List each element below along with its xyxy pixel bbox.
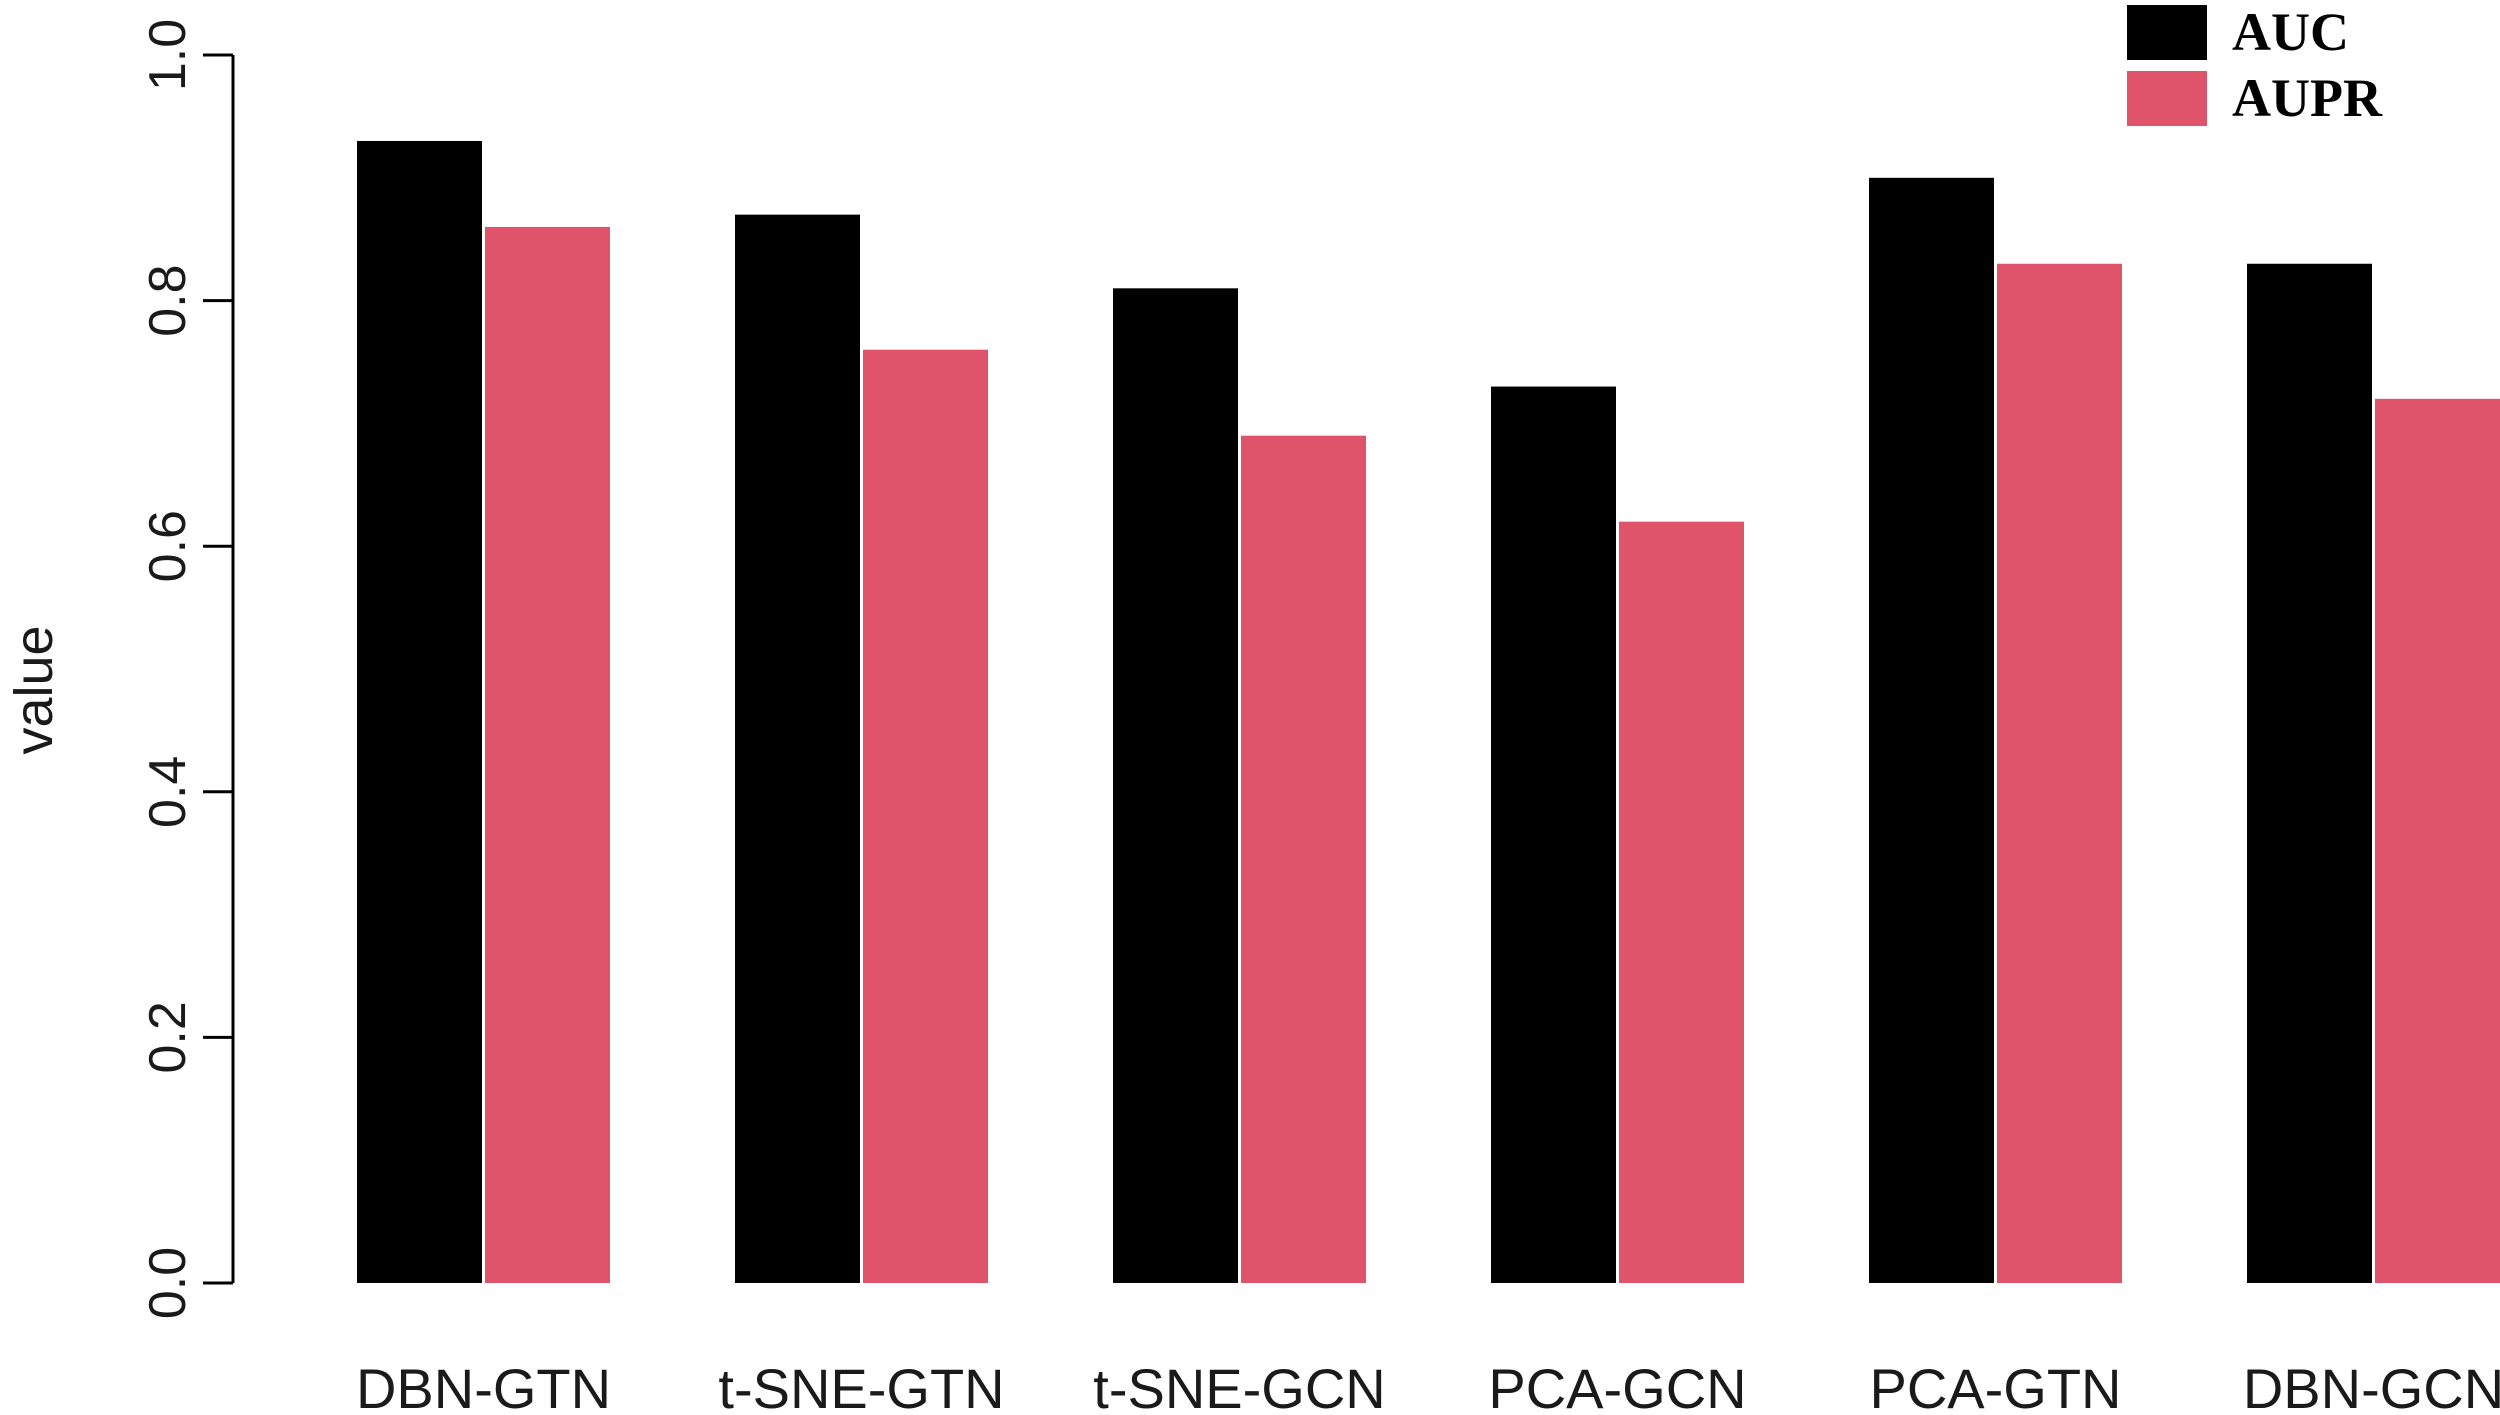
bar-auc-dbn-gcn <box>2247 263 2372 1283</box>
bar-aupr-t-sne-gcn <box>1241 435 1366 1283</box>
legend-swatch-auc <box>2127 5 2207 60</box>
y-tick-label: 0.0 <box>139 1247 197 1319</box>
legend-swatch-aupr <box>2127 71 2207 126</box>
y-tick-label: 0.6 <box>139 510 197 582</box>
x-category-label: t-SNE-GTN <box>718 1357 1004 1415</box>
y-tick-label: 1.0 <box>139 19 197 91</box>
x-axis-labels: DBN-GTN t-SNE-GTN t-SNE-GCN PCA-GCN PCA-GTN D… <box>356 1357 2500 1415</box>
bar-auc-pca-gtn <box>1869 177 1994 1283</box>
bar-auc-dbn-gtn <box>357 140 482 1284</box>
x-category-label: DBN-GTN <box>356 1357 611 1415</box>
x-category-label: DBN-GCN <box>2243 1357 2500 1415</box>
bar-aupr-pca-gtn <box>1997 263 2122 1283</box>
legend-label-aupr: AUPR <box>2232 68 2383 128</box>
y-axis: 0.0 0.2 0.4 0.6 0.8 1.0 <box>139 19 235 1319</box>
bars <box>357 140 2500 1284</box>
legend-label-auc: AUC <box>2232 2 2349 62</box>
bar-auc-pca-gcn <box>1491 386 1616 1283</box>
bar-aupr-dbn-gtn <box>485 226 610 1283</box>
y-tick-label: 0.8 <box>139 264 197 336</box>
y-tick-label: 0.4 <box>139 756 197 828</box>
y-tick-label: 0.2 <box>139 1001 197 1073</box>
bar-aupr-t-sne-gtn <box>863 349 988 1284</box>
x-category-label: PCA-GCN <box>1488 1357 1746 1415</box>
x-category-label: PCA-GTN <box>1870 1357 2122 1415</box>
bar-aupr-pca-gcn <box>1619 521 1744 1283</box>
bar-auc-t-sne-gcn <box>1113 288 1238 1283</box>
x-category-label: t-SNE-GCN <box>1093 1357 1385 1415</box>
bar-auc-t-sne-gtn <box>735 214 860 1283</box>
y-axis-title: value <box>4 625 64 754</box>
bar-aupr-dbn-gcn <box>2375 398 2500 1284</box>
